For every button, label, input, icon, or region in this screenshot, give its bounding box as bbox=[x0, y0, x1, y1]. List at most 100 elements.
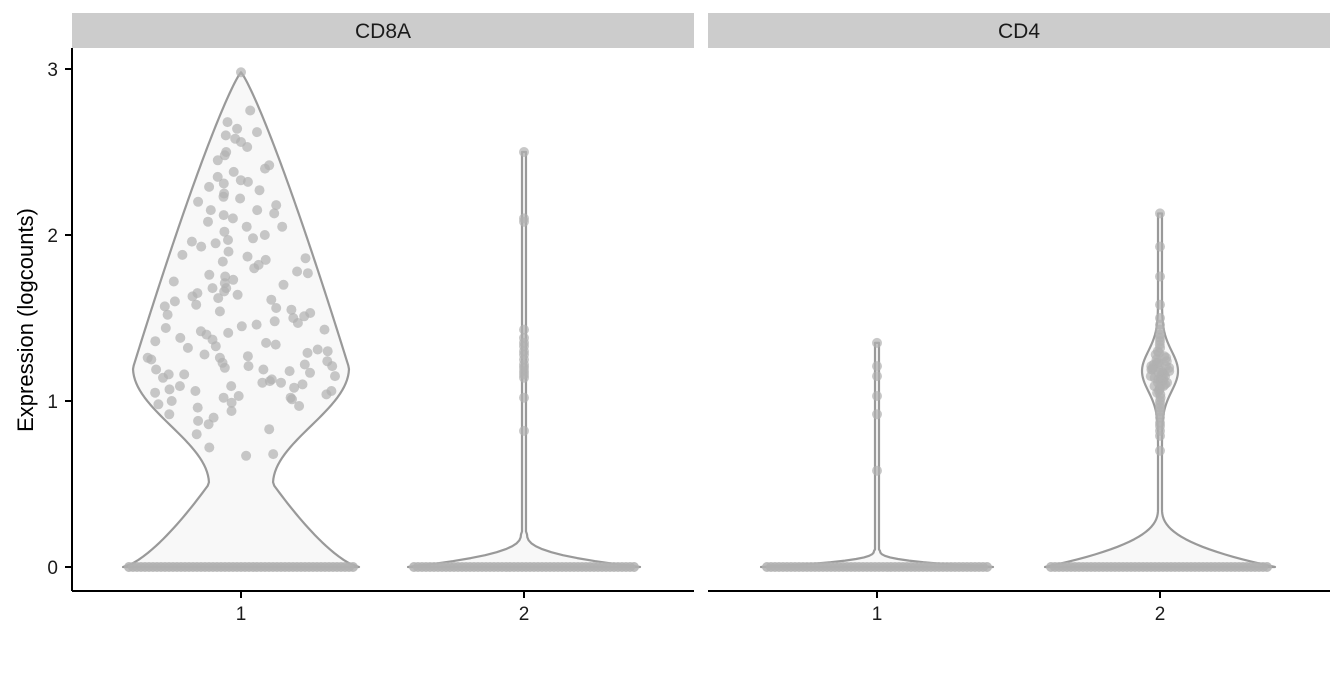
data-point bbox=[321, 389, 332, 400]
data-point bbox=[196, 241, 207, 252]
data-point bbox=[193, 415, 204, 426]
data-point bbox=[226, 397, 237, 408]
data-point bbox=[212, 171, 223, 182]
x-tick-label: 2 bbox=[1155, 604, 1166, 625]
data-point bbox=[228, 166, 239, 177]
data-point bbox=[192, 402, 203, 413]
data-point bbox=[168, 276, 179, 287]
data-point bbox=[191, 429, 202, 440]
data-point bbox=[182, 342, 193, 353]
data-point bbox=[233, 391, 244, 401]
panel-cd8a: CD8A bbox=[72, 13, 694, 572]
data-point bbox=[289, 382, 300, 393]
data-point bbox=[294, 401, 305, 411]
data-point bbox=[204, 269, 215, 280]
y-axis-title: Expression (logcounts) bbox=[13, 208, 38, 432]
data-point bbox=[519, 425, 529, 436]
data-point bbox=[218, 178, 229, 189]
data-point bbox=[179, 369, 190, 380]
panels-layer: CD8A CD4 bbox=[72, 13, 1330, 572]
data-point bbox=[218, 392, 229, 403]
data-point bbox=[204, 181, 215, 192]
data-point bbox=[302, 268, 313, 279]
data-point bbox=[213, 293, 224, 304]
data-point bbox=[177, 249, 188, 260]
data-point bbox=[205, 205, 216, 216]
data-point bbox=[219, 150, 230, 161]
data-point bbox=[319, 324, 330, 335]
data-point bbox=[142, 352, 153, 363]
data-point bbox=[159, 301, 170, 312]
data-point bbox=[236, 321, 247, 332]
data-point bbox=[220, 130, 231, 141]
data-point bbox=[299, 359, 310, 370]
axes-layer: 1 2 1 2 0 1 2 3 bbox=[47, 48, 1330, 625]
data-point bbox=[258, 364, 269, 375]
data-point bbox=[312, 344, 323, 355]
data-point bbox=[228, 274, 239, 285]
x-tick-label: 1 bbox=[236, 604, 247, 625]
data-point bbox=[210, 341, 221, 352]
data-point bbox=[1155, 271, 1165, 282]
data-point bbox=[191, 299, 202, 310]
data-point bbox=[153, 399, 164, 410]
data-point bbox=[207, 283, 218, 294]
violin-group-2 bbox=[406, 147, 642, 572]
data-point bbox=[268, 449, 279, 460]
data-point bbox=[261, 337, 272, 348]
data-point bbox=[193, 196, 204, 207]
data-point bbox=[199, 349, 210, 360]
data-point bbox=[872, 409, 882, 420]
data-point bbox=[260, 254, 271, 265]
data-point bbox=[872, 465, 882, 476]
data-point bbox=[277, 221, 288, 232]
data-point bbox=[519, 324, 529, 335]
data-point bbox=[260, 163, 270, 174]
panel-title: CD8A bbox=[355, 20, 411, 43]
data-point bbox=[299, 311, 310, 322]
data-point bbox=[151, 364, 162, 375]
data-point bbox=[227, 213, 238, 224]
data-point bbox=[212, 155, 223, 166]
data-point bbox=[174, 381, 185, 392]
data-point bbox=[243, 361, 254, 372]
data-point bbox=[284, 366, 295, 377]
data-point bbox=[222, 117, 233, 128]
data-point bbox=[219, 362, 230, 373]
data-point bbox=[245, 105, 256, 116]
data-point bbox=[242, 142, 253, 152]
data-point bbox=[292, 266, 303, 277]
data-point bbox=[186, 236, 197, 247]
data-point bbox=[214, 306, 225, 317]
data-point bbox=[241, 221, 252, 232]
data-point bbox=[164, 384, 175, 395]
data-point bbox=[1158, 381, 1169, 392]
data-point bbox=[226, 381, 237, 392]
data-point bbox=[242, 351, 253, 362]
data-point bbox=[297, 379, 308, 390]
data-point bbox=[218, 210, 229, 221]
data-point bbox=[203, 216, 213, 227]
violin-group-1 bbox=[121, 67, 361, 572]
y-tick-label: 2 bbox=[47, 226, 58, 247]
data-point bbox=[223, 235, 233, 245]
y-tick-label: 0 bbox=[47, 558, 58, 579]
data-point bbox=[175, 332, 186, 343]
data-point bbox=[271, 303, 282, 313]
panel-cd4: CD4 bbox=[708, 13, 1330, 572]
data-point bbox=[162, 309, 173, 320]
data-point bbox=[519, 392, 529, 403]
data-point bbox=[1155, 445, 1165, 456]
data-point bbox=[292, 318, 303, 328]
data-point bbox=[150, 387, 161, 398]
data-point bbox=[242, 251, 253, 262]
data-point bbox=[254, 185, 265, 196]
data-point bbox=[169, 296, 180, 307]
data-point bbox=[249, 263, 260, 274]
data-point bbox=[235, 193, 246, 204]
data-point bbox=[269, 316, 280, 327]
data-point bbox=[1262, 562, 1272, 572]
data-point bbox=[210, 238, 221, 249]
data-point bbox=[252, 205, 263, 216]
